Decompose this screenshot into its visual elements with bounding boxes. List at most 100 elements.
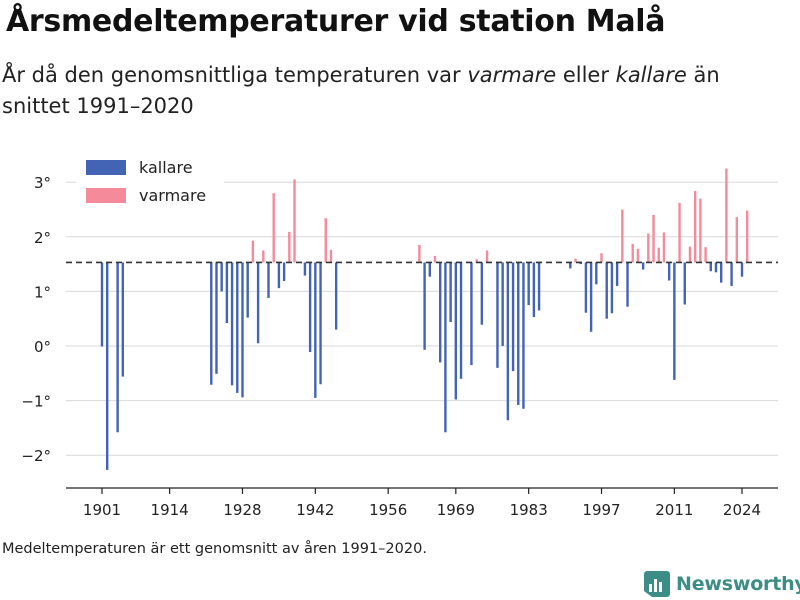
y-tick-label: −2° xyxy=(21,447,51,465)
bar-1978 xyxy=(501,262,504,346)
bar-1992 xyxy=(574,258,577,263)
x-tick-label: 1928 xyxy=(223,501,261,519)
bar-1980 xyxy=(511,262,515,372)
bar-1968 xyxy=(449,262,452,322)
bar-1933 xyxy=(267,262,270,298)
x-tick-label: 1942 xyxy=(296,501,334,519)
bar-1945 xyxy=(329,249,333,263)
bar-2023 xyxy=(735,217,738,263)
bar-2013 xyxy=(683,262,686,305)
bar-2003 xyxy=(631,243,634,263)
bar-1904 xyxy=(116,262,119,433)
subtitle-cold-word: kallare xyxy=(615,63,687,87)
bar-2025 xyxy=(746,210,749,263)
bar-2020 xyxy=(719,262,723,283)
bar-1981 xyxy=(517,262,520,405)
bar-1998 xyxy=(605,262,608,319)
y-tick-label: 1° xyxy=(34,283,51,301)
bar-1969 xyxy=(454,262,458,400)
bar-1979 xyxy=(506,262,510,421)
bar-1936 xyxy=(282,262,286,282)
newsworthy-logo-icon xyxy=(644,571,670,597)
bar-2024 xyxy=(740,262,744,277)
bar-2010 xyxy=(667,262,671,281)
legend-swatch-varmare xyxy=(86,188,126,203)
grid-lines xyxy=(66,181,778,456)
bar-1965 xyxy=(433,255,437,263)
bar-1995 xyxy=(589,262,593,332)
x-tick-label: 1914 xyxy=(151,501,189,519)
bar-2012 xyxy=(678,202,681,263)
bar-2021 xyxy=(725,168,728,263)
bar-1993 xyxy=(579,262,582,265)
legend-label-kallare: kallare xyxy=(139,158,193,177)
bar-1972 xyxy=(470,262,473,366)
bar-1922 xyxy=(210,262,213,385)
bar-2002 xyxy=(626,262,629,307)
bar-2014 xyxy=(688,246,692,263)
bar-1974 xyxy=(480,262,484,325)
bar-2004 xyxy=(636,248,640,263)
bar-2011 xyxy=(673,262,676,380)
bar-1996 xyxy=(595,262,598,285)
y-axis-ticks: −2° −1° 0° 1° 2° 3° xyxy=(21,174,51,465)
bar-1938 xyxy=(293,179,296,263)
bar-1991 xyxy=(569,262,572,269)
bar-1982 xyxy=(522,262,525,409)
subtitle-text-3: än snittet 1991–2020 xyxy=(2,63,720,118)
x-tick-label: 1969 xyxy=(437,501,475,519)
x-tick-label: 1956 xyxy=(369,501,407,519)
bar-1984 xyxy=(532,262,536,318)
bar-1923 xyxy=(215,262,218,374)
x-axis-ticks: 1901 1914 1928 1942 1956 1969 1983 1997 2011 2024 xyxy=(83,488,761,519)
bar-2015 xyxy=(693,190,697,263)
bars xyxy=(100,168,749,470)
bar-1983 xyxy=(527,262,530,306)
bar-1902 xyxy=(106,262,109,470)
bar-1973 xyxy=(475,259,478,263)
bar-2006 xyxy=(647,233,650,263)
bar-1962 xyxy=(418,244,421,263)
bar-2017 xyxy=(704,247,707,263)
bar-1942 xyxy=(314,262,317,398)
bar-1967 xyxy=(444,262,447,433)
x-tick-label: 2024 xyxy=(723,501,761,519)
bar-1901 xyxy=(100,262,104,347)
bar-2007 xyxy=(652,214,655,263)
y-tick-label: 0° xyxy=(34,338,51,356)
brand-name: Newsworthy xyxy=(676,573,800,595)
bar-1934 xyxy=(272,193,275,263)
bar-1929 xyxy=(246,262,249,318)
y-tick-label: −1° xyxy=(21,393,51,411)
y-tick-label: 3° xyxy=(34,174,51,192)
bar-2008 xyxy=(657,247,660,263)
x-tick-label: 1997 xyxy=(582,501,620,519)
x-tick-label: 1901 xyxy=(83,501,121,519)
chart-title: Årsmedeltemperaturer vid station Malå xyxy=(6,4,666,39)
bar-1985 xyxy=(537,262,541,311)
subtitle-text-2: eller xyxy=(556,63,616,87)
bar-1944 xyxy=(324,218,327,263)
bar-1941 xyxy=(308,262,312,352)
bar-2009 xyxy=(662,232,666,263)
legend-label-varmare: varmare xyxy=(139,186,206,205)
bar-1928 xyxy=(241,262,244,398)
bar-2016 xyxy=(699,198,702,263)
source-note: Medeltemperaturen är ett genomsnitt av å… xyxy=(2,541,427,557)
chart-subtitle: År då den genomsnittliga temperaturen va… xyxy=(2,60,782,122)
bar-2005 xyxy=(641,262,645,270)
bar-1977 xyxy=(496,262,499,368)
bar-1905 xyxy=(121,262,125,377)
bar-1925 xyxy=(225,262,229,324)
bar-1943 xyxy=(319,262,322,385)
bar-2018 xyxy=(709,262,712,272)
bar-1926 xyxy=(230,262,234,386)
y-tick-label: 2° xyxy=(34,229,51,247)
bar-1999 xyxy=(610,262,614,314)
x-tick-label: 1983 xyxy=(510,501,548,519)
legend: kallare varmare xyxy=(76,152,224,210)
bar-1963 xyxy=(423,262,426,350)
bar-2000 xyxy=(615,262,619,286)
bar-1975 xyxy=(485,250,489,263)
bar-1937 xyxy=(288,231,291,263)
